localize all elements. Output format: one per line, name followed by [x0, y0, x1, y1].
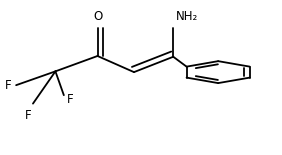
- Text: F: F: [5, 80, 11, 92]
- Text: NH₂: NH₂: [176, 10, 198, 23]
- Text: O: O: [93, 10, 102, 23]
- Text: F: F: [25, 109, 32, 122]
- Text: F: F: [67, 93, 73, 106]
